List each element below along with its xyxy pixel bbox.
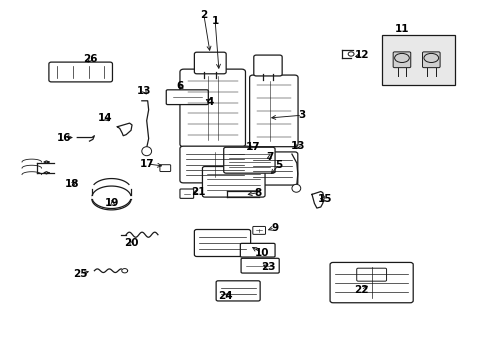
Text: 7: 7 [266,152,274,162]
Text: 14: 14 [98,113,112,123]
Text: 25: 25 [73,269,88,279]
Text: 8: 8 [254,188,261,198]
Text: 4: 4 [206,96,214,107]
Text: 23: 23 [260,262,275,272]
Text: 24: 24 [217,291,232,301]
FancyBboxPatch shape [180,69,245,147]
Text: 18: 18 [65,179,80,189]
FancyBboxPatch shape [166,90,208,104]
Text: 22: 22 [353,285,367,295]
Ellipse shape [291,184,300,192]
Text: 9: 9 [271,222,278,233]
Text: 13: 13 [137,86,151,96]
FancyBboxPatch shape [252,226,265,234]
Ellipse shape [423,53,438,63]
Circle shape [347,52,353,56]
Text: 20: 20 [123,238,138,248]
FancyBboxPatch shape [422,52,439,68]
Bar [382,35,454,85]
FancyBboxPatch shape [241,258,279,273]
FancyBboxPatch shape [329,262,412,303]
Text: 21: 21 [190,186,205,197]
FancyBboxPatch shape [249,75,298,147]
Text: 15: 15 [317,194,332,204]
Text: 19: 19 [105,198,120,208]
Ellipse shape [142,147,151,156]
FancyBboxPatch shape [216,281,260,301]
FancyBboxPatch shape [49,62,112,82]
FancyBboxPatch shape [202,166,264,197]
FancyBboxPatch shape [253,55,282,76]
Text: 11: 11 [394,24,408,34]
Text: 1: 1 [211,16,218,26]
Ellipse shape [394,53,408,63]
Text: 10: 10 [254,248,268,258]
Text: 5: 5 [275,160,282,170]
FancyBboxPatch shape [240,243,274,257]
FancyBboxPatch shape [180,189,193,198]
Text: 6: 6 [176,81,183,91]
FancyBboxPatch shape [160,165,170,171]
FancyBboxPatch shape [194,52,225,74]
FancyBboxPatch shape [247,152,297,185]
Text: 2: 2 [200,10,207,20]
Text: 12: 12 [354,50,368,60]
FancyBboxPatch shape [392,52,410,68]
Text: 26: 26 [83,54,98,64]
Text: 13: 13 [290,141,305,151]
FancyBboxPatch shape [356,268,386,281]
Text: 17: 17 [245,142,260,152]
Text: 3: 3 [298,110,305,120]
FancyBboxPatch shape [194,230,250,256]
FancyBboxPatch shape [223,147,274,173]
Text: 17: 17 [139,159,154,169]
Text: 16: 16 [57,132,72,143]
FancyBboxPatch shape [180,146,250,183]
